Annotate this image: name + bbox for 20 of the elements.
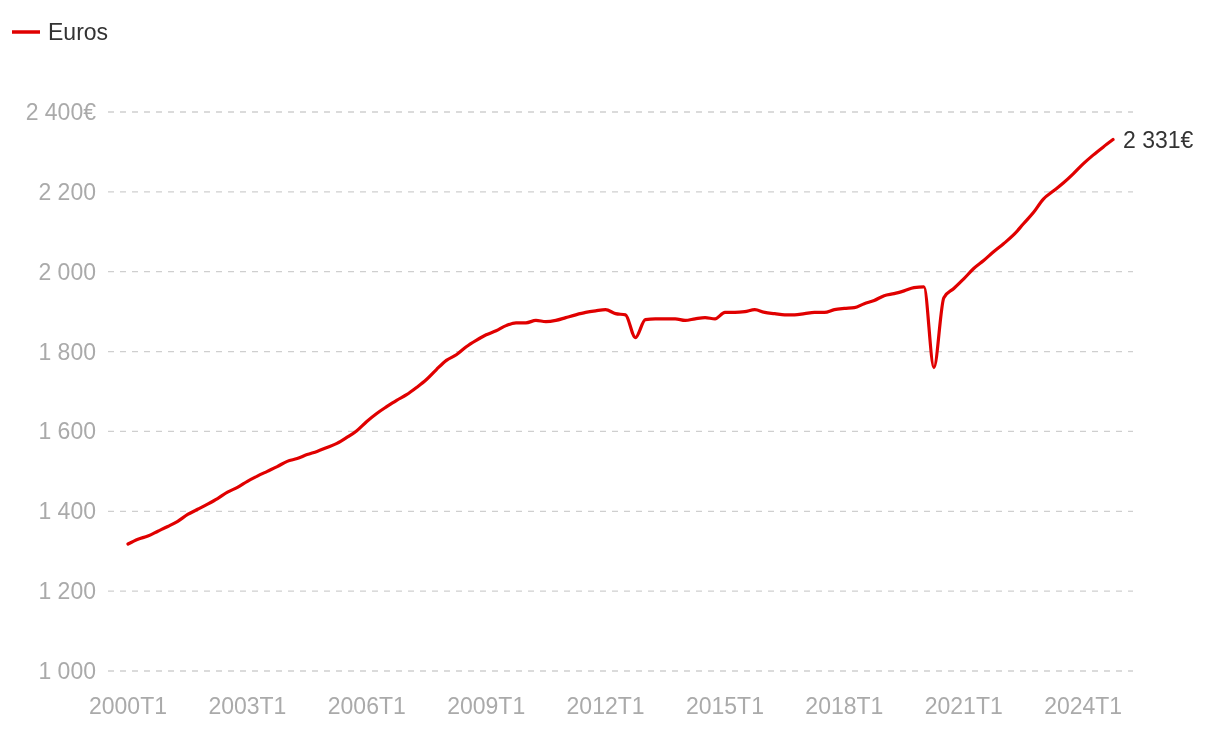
y-tick-label: 1 400 bbox=[38, 498, 96, 525]
legend-label: Euros bbox=[48, 19, 109, 46]
line-series bbox=[126, 137, 1115, 546]
y-tick-label: 1 200 bbox=[38, 578, 96, 605]
x-tick-label: 2018T1 bbox=[805, 693, 884, 719]
y-tick-label: 1 800 bbox=[38, 338, 96, 365]
annotation: 2 331€ bbox=[1123, 126, 1194, 153]
y-tick-label: 2 200 bbox=[38, 178, 96, 205]
x-tick-label: 2021T1 bbox=[924, 693, 1003, 719]
x-tick-label: 2012T1 bbox=[566, 693, 645, 719]
y-tick-label: 2 400€ bbox=[25, 99, 97, 126]
x-tick-label: 2003T1 bbox=[208, 693, 287, 719]
y-tick-label: 2 000 bbox=[38, 258, 96, 285]
x-tick-label: 2009T1 bbox=[447, 693, 526, 719]
x-tick-label: 2024T1 bbox=[1044, 693, 1123, 719]
x-tick-label: 2000T1 bbox=[88, 693, 168, 719]
x-tick-label: 2006T1 bbox=[327, 693, 406, 719]
y-tick-label: 1 600 bbox=[38, 418, 96, 445]
x-tick-label: 2015T1 bbox=[685, 693, 764, 719]
y-tick-label: 1 000 bbox=[38, 658, 96, 685]
